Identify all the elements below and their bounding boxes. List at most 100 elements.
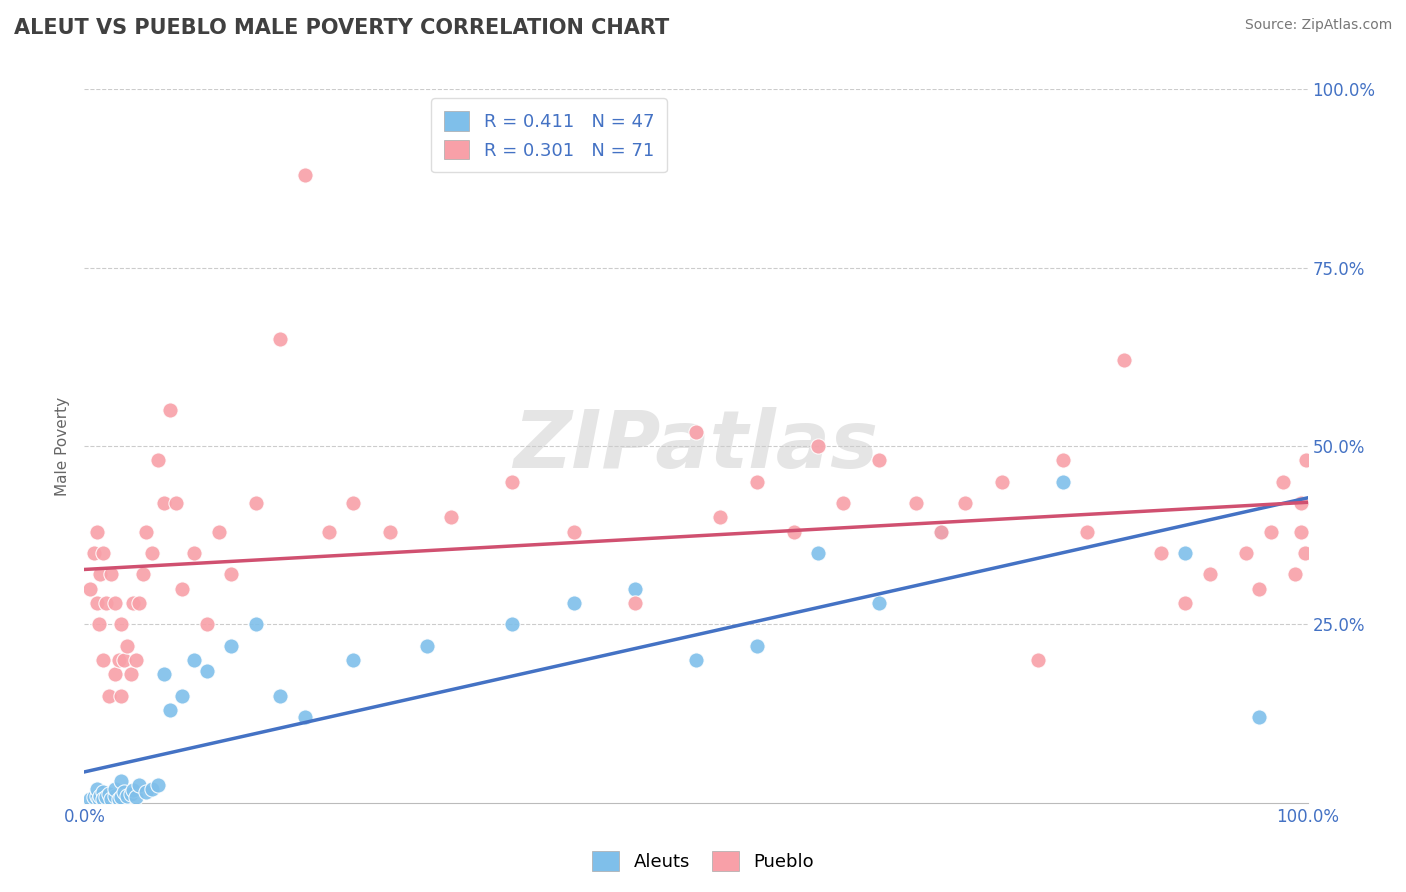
Point [100,567,122,582]
Point [172,689,194,703]
Point [89,567,111,582]
Point [685,653,707,667]
Point [416,639,439,653]
Point [991,475,1014,489]
Point [1284,567,1306,582]
Point [146,453,169,467]
Point [91,792,114,806]
Point [1236,546,1258,560]
Point [1052,475,1074,489]
Point [624,596,647,610]
Point [1260,524,1282,539]
Point [110,617,132,632]
Point [172,582,194,596]
Point [245,496,267,510]
Point [685,425,707,439]
Text: ZIPatlas: ZIPatlas [513,407,879,485]
Point [1294,546,1316,560]
Point [869,596,891,610]
Point [1291,496,1313,510]
Point [1198,567,1220,582]
Point [624,582,647,596]
Point [380,524,402,539]
Point [1052,453,1074,467]
Point [153,496,176,510]
Point [104,781,127,796]
Point [96,790,118,805]
Point [245,617,267,632]
Point [953,496,976,510]
Point [135,524,157,539]
Point [146,778,169,792]
Point [1291,524,1313,539]
Point [87,792,110,806]
Point [318,524,340,539]
Point [269,689,291,703]
Point [115,639,138,653]
Point [562,596,585,610]
Point [86,524,108,539]
Point [104,596,127,610]
Point [159,403,181,417]
Point [100,792,122,806]
Point [1114,353,1136,368]
Point [128,778,150,792]
Point [97,689,120,703]
Point [929,524,952,539]
Point [1174,546,1197,560]
Point [128,596,150,610]
Point [112,785,135,799]
Point [110,774,132,789]
Point [87,617,110,632]
Point [110,689,132,703]
Point [440,510,463,524]
Point [83,546,105,560]
Point [91,546,114,560]
Point [1247,710,1270,724]
Legend: R = 0.411   N = 47, R = 0.301   N = 71: R = 0.411 N = 47, R = 0.301 N = 71 [432,98,666,172]
Point [120,667,142,681]
Point [929,524,952,539]
Point [219,567,242,582]
Point [141,546,163,560]
Point [1076,524,1098,539]
Point [342,496,364,510]
Point [502,617,524,632]
Point [709,510,731,524]
Point [86,781,108,796]
Point [219,639,242,653]
Point [807,546,830,560]
Point [120,787,142,801]
Point [83,790,105,805]
Point [905,496,928,510]
Point [1028,653,1050,667]
Point [1247,582,1270,596]
Point [342,653,364,667]
Point [869,453,891,467]
Point [747,475,769,489]
Point [831,496,853,510]
Point [104,667,127,681]
Point [122,596,145,610]
Point [208,524,231,539]
Point [1295,453,1317,467]
Point [79,792,101,806]
Point [747,639,769,653]
Point [115,789,138,803]
Point [141,781,163,796]
Y-axis label: Male Poverty: Male Poverty [55,396,70,496]
Point [107,792,129,806]
Point [89,789,111,803]
Point [183,653,205,667]
Point [195,664,218,678]
Point [91,653,114,667]
Point [294,168,316,182]
Point [110,790,132,805]
Point [195,617,218,632]
Point [97,787,120,801]
Point [86,596,108,610]
Point [112,653,135,667]
Point [107,653,129,667]
Point [183,546,205,560]
Text: ALEUT VS PUEBLO MALE POVERTY CORRELATION CHART: ALEUT VS PUEBLO MALE POVERTY CORRELATION… [14,18,669,37]
